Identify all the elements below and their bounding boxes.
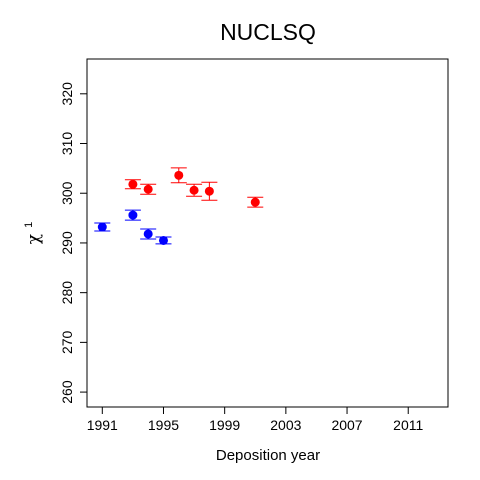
data-points [94,167,264,245]
y-axis-label-main: χ [24,234,44,244]
point-marker [189,185,199,195]
data-point [124,179,141,190]
point-marker [250,197,260,207]
point-marker [174,170,184,180]
x-axis-label: Deposition year [216,447,320,464]
data-point [140,183,157,195]
x-axis: 1991 1995 1999 2003 2007 2011 [87,407,423,433]
y-tick-label: 300 [59,181,75,205]
x-tick-label: 2007 [331,417,362,433]
point-marker [128,210,138,220]
data-point [170,167,187,184]
point-marker [143,229,153,239]
y-tick-label: 320 [59,82,75,106]
point-marker [143,184,153,194]
x-tick-label: 1999 [209,417,240,433]
point-marker [204,186,214,196]
x-tick-label: 2003 [270,417,301,433]
data-point [201,181,218,201]
y-axis-label: χ 1 [23,222,44,244]
data-point [124,209,141,221]
data-point [186,183,203,197]
y-axis: 260 270 280 290 300 310 320 [59,82,87,404]
y-axis-label-superscript: 1 [23,222,35,228]
y-tick-label: 280 [59,281,75,305]
y-tick-label: 270 [59,330,75,354]
data-point [94,222,111,232]
x-tick-label: 1995 [148,417,179,433]
plot-frame [86,58,449,408]
y-tick-label: 290 [59,231,75,255]
point-marker [97,222,107,232]
x-tick-label: 2011 [393,417,423,433]
x-tick-label: 1991 [87,417,118,433]
data-point [155,235,172,245]
point-marker [128,179,138,189]
chart-title: NUCLSQ [220,19,316,45]
y-axis-label-group: χ 1 [23,222,44,244]
y-tick-label: 260 [59,380,75,404]
point-marker [158,235,168,245]
data-point [247,196,264,208]
data-point [140,228,157,240]
y-tick-label: 310 [59,132,75,156]
